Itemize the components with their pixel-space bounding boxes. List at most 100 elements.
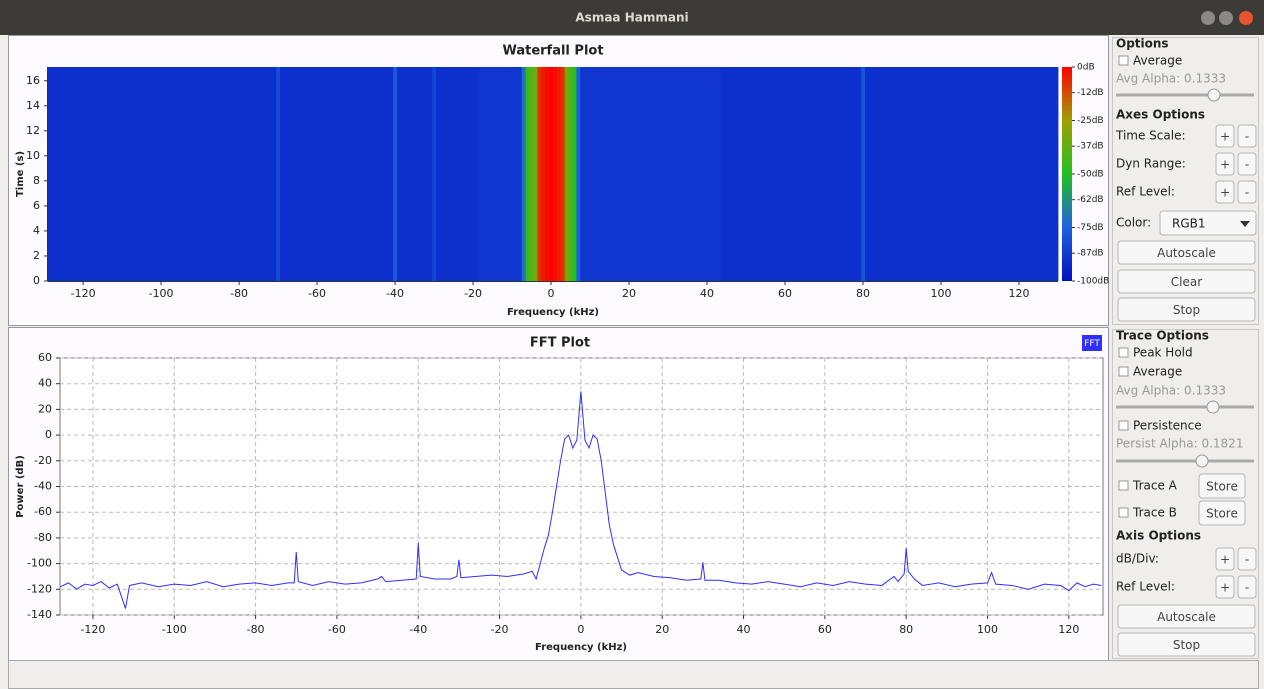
- button-label: +: [1220, 186, 1230, 200]
- y-tick-label: 0: [33, 274, 40, 287]
- colorbar-label: -75dB: [1077, 223, 1104, 233]
- options-group: [1112, 37, 1259, 325]
- button[interactable]: [1237, 124, 1257, 148]
- status-bar: [8, 660, 1259, 689]
- control-label: Dyn Range:: [1116, 157, 1186, 171]
- y-tick-label: 40: [38, 377, 52, 390]
- button[interactable]: [1215, 124, 1235, 148]
- waterfall-strip: [720, 67, 862, 281]
- x-tick-label: 0: [577, 623, 584, 636]
- button[interactable]: [1215, 152, 1235, 176]
- y-axis-label: Time (s): [15, 151, 26, 197]
- button-label: -: [1245, 158, 1249, 172]
- control-label: Trace A: [1132, 479, 1178, 493]
- waterfall-strip: [545, 67, 550, 281]
- waterfall-strip: [568, 67, 573, 281]
- checkbox[interactable]: [1118, 366, 1129, 377]
- fft-trace: [60, 391, 1102, 609]
- trace-options-group: [1112, 329, 1259, 659]
- control-label: Persist Alpha: 0.1821: [1116, 437, 1243, 451]
- button-label: Stop: [1173, 638, 1200, 652]
- button[interactable]: [1237, 575, 1257, 599]
- waterfall-strip: [861, 67, 866, 281]
- button[interactable]: [1215, 547, 1235, 571]
- button[interactable]: [1237, 180, 1257, 204]
- colorbar-label: -37dB: [1077, 142, 1104, 152]
- close-button[interactable]: [1239, 11, 1253, 25]
- maximize-button[interactable]: [1219, 11, 1233, 25]
- button[interactable]: [1117, 269, 1256, 294]
- waterfall-strip: [393, 67, 398, 281]
- y-tick-label: -120: [27, 582, 52, 595]
- waterfall-strip: [864, 67, 963, 281]
- y-tick-label: 20: [38, 402, 52, 415]
- y-tick-label: -80: [34, 531, 52, 544]
- x-tick-label: 0: [548, 287, 555, 300]
- x-tick-label: -120: [71, 287, 96, 300]
- x-tick-label: -80: [230, 287, 248, 300]
- colorbar-label: -87dB: [1077, 249, 1104, 259]
- waterfall-strip: [560, 67, 566, 281]
- button-label: Clear: [1171, 275, 1202, 289]
- slider-handle[interactable]: [1207, 88, 1221, 102]
- waterfall-strip: [521, 67, 527, 281]
- chart-title: Waterfall Plot: [502, 44, 603, 59]
- combo-box[interactable]: [1159, 210, 1257, 236]
- colorbar-label: -100dB: [1077, 277, 1109, 287]
- y-axis-label: Power (dB): [15, 455, 26, 518]
- button-label: Autoscale: [1157, 610, 1216, 624]
- waterfall-strip: [564, 67, 569, 281]
- button-label: +: [1220, 130, 1230, 144]
- checkbox[interactable]: [1118, 507, 1129, 518]
- minimize-button[interactable]: [1201, 11, 1215, 25]
- x-tick-label: -40: [386, 287, 404, 300]
- button-label: -: [1245, 553, 1249, 567]
- slider-handle[interactable]: [1195, 454, 1209, 468]
- waterfall-strip: [541, 67, 546, 281]
- waterfall-strip: [576, 67, 581, 281]
- checkbox[interactable]: [1118, 480, 1129, 491]
- control-label: Average: [1133, 365, 1182, 379]
- y-tick-label: 0: [45, 428, 52, 441]
- x-tick-label: -60: [328, 623, 346, 636]
- slider-handle[interactable]: [1206, 400, 1220, 414]
- checkbox[interactable]: [1118, 347, 1129, 358]
- control-label: Time Scale:: [1115, 129, 1186, 143]
- x-axis-label: Frequency (kHz): [535, 642, 627, 653]
- button[interactable]: [1117, 632, 1256, 657]
- control-label: Average: [1133, 54, 1182, 68]
- y-tick-label: -140: [27, 608, 52, 621]
- title-bar: [0, 0, 1264, 35]
- button[interactable]: [1198, 500, 1246, 526]
- button-label: +: [1220, 581, 1230, 595]
- button[interactable]: [1198, 473, 1246, 499]
- button[interactable]: [1215, 575, 1235, 599]
- button-label: +: [1220, 553, 1230, 567]
- button[interactable]: [1117, 240, 1256, 265]
- x-tick-label: 120: [1009, 287, 1030, 300]
- checkbox[interactable]: [1118, 55, 1129, 66]
- x-tick-label: 40: [737, 623, 751, 636]
- checkbox[interactable]: [1118, 420, 1129, 431]
- button-label: -: [1245, 130, 1249, 144]
- colorbar-label: 0dB: [1077, 63, 1095, 73]
- control-label: Trace B: [1132, 506, 1177, 520]
- y-tick-label: 8: [33, 174, 40, 187]
- button[interactable]: [1237, 547, 1257, 571]
- waterfall-strip: [276, 67, 281, 281]
- button[interactable]: [1117, 604, 1256, 629]
- control-label: Axis Options: [1116, 529, 1201, 543]
- control-label: Color:: [1116, 216, 1151, 230]
- button[interactable]: [1237, 152, 1257, 176]
- button[interactable]: [1117, 297, 1256, 322]
- x-axis-label: Frequency (kHz): [507, 307, 599, 318]
- control-label: Options: [1116, 37, 1169, 51]
- combo-arrow: [1240, 221, 1250, 227]
- chart-title: FFT Plot: [530, 336, 590, 351]
- x-tick-label: 100: [931, 287, 952, 300]
- button[interactable]: [1215, 180, 1235, 204]
- y-tick-label: 60: [38, 351, 52, 364]
- waterfall-strip: [280, 67, 337, 281]
- waterfall-strip: [525, 67, 531, 281]
- legend-swatch: [1082, 335, 1102, 351]
